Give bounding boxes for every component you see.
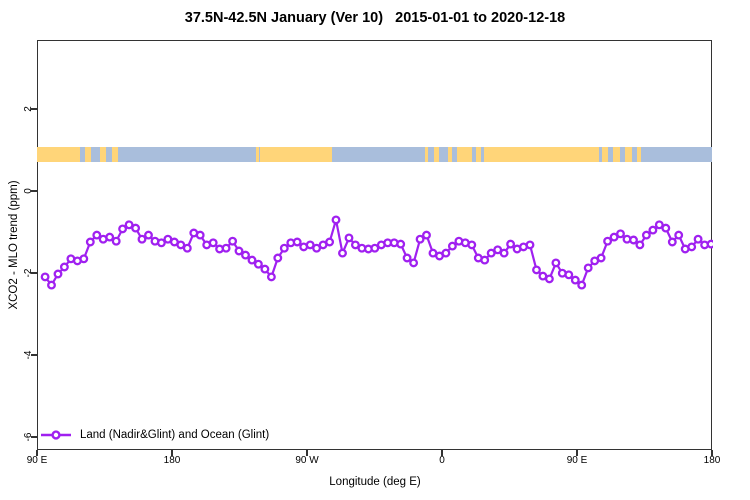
band-segment-land (99, 147, 106, 162)
band-segment-land (447, 147, 452, 162)
chart-title: 37.5N-42.5N January (Ver 10) 2015-01-01 … (184, 10, 566, 26)
legend-label: Land (Nadir&Glint) and Ocean (Glint) (80, 429, 270, 441)
band-segment-ocean (117, 147, 256, 162)
y-axis-label: XCO2 - MLO trend (ppm) (8, 180, 20, 310)
band-segment-land (434, 147, 439, 162)
x-tick (576, 450, 578, 456)
band-segment-land (476, 147, 481, 162)
band-segment-ocean (332, 147, 425, 162)
x-tick-label: 90 W (295, 455, 319, 466)
y-tick-label: -4 (23, 350, 34, 360)
band-segment-land (612, 147, 620, 162)
y-tick-label: -2 (23, 268, 34, 278)
y-tick-label: 2 (23, 106, 34, 112)
legend-marker-icon (41, 430, 71, 440)
y-tick (31, 190, 37, 192)
band-segment-land (111, 147, 118, 162)
band-segment-ocean (608, 147, 613, 162)
plot-area (36, 40, 713, 450)
x-tick-label: 0 (439, 455, 445, 466)
band-segment-land (84, 147, 91, 162)
x-tick (711, 450, 713, 456)
band-segment-land (602, 147, 608, 162)
y-tick (31, 272, 37, 274)
band-segment-ocean (105, 147, 112, 162)
band-segment-ocean (258, 147, 260, 162)
band-segment-land (36, 147, 80, 162)
x-axis-label: Longitude (deg E) (329, 476, 421, 488)
x-tick-label: 90 E (26, 455, 48, 466)
band-segment-land (636, 147, 641, 162)
y-tick (31, 108, 37, 110)
band-segment-ocean (452, 147, 457, 162)
band-segment-land (456, 147, 472, 162)
x-tick (171, 450, 173, 456)
band-segment-ocean (480, 147, 484, 162)
band-segment-land (260, 147, 332, 162)
band-segment-ocean (80, 147, 85, 162)
x-tick (306, 450, 308, 456)
band-segment-ocean (599, 147, 602, 162)
data-series-line (40, 215, 713, 290)
band-segment-land (425, 147, 428, 162)
x-tick-label: 180 (703, 455, 721, 466)
x-tick (441, 450, 443, 456)
band-segment-ocean (641, 147, 712, 162)
x-tick-label: 180 (163, 455, 181, 466)
x-tick-label: 90 E (566, 455, 588, 466)
band-segment-ocean (471, 147, 476, 162)
y-tick (31, 436, 37, 438)
band-segment-ocean (620, 147, 625, 162)
band-segment-land (483, 147, 599, 162)
y-tick-label: 0 (23, 188, 34, 194)
legend: Land (Nadir&Glint) and Ocean (Glint) (40, 429, 269, 441)
band-segment-land (255, 147, 259, 162)
band-segment-land (624, 147, 632, 162)
y-tick-label: -6 (23, 432, 34, 442)
band-segment-ocean (438, 147, 448, 162)
x-tick (36, 450, 38, 456)
band-segment-ocean (632, 147, 637, 162)
band-segment-ocean (90, 147, 100, 162)
y-tick (31, 354, 37, 356)
band-segment-ocean (428, 147, 434, 162)
